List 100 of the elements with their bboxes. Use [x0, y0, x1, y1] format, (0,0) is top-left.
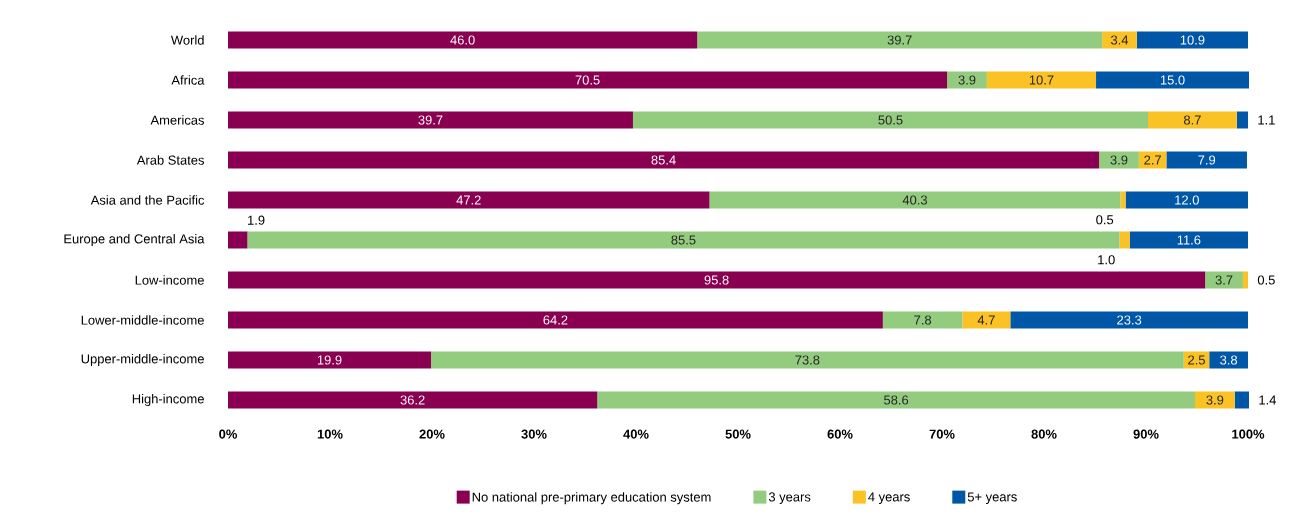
y-tick-label: Europe and Central Asia: [64, 233, 205, 247]
y-tick-label: Low-income: [135, 275, 204, 285]
data-label: 7.8: [914, 315, 932, 325]
x-tick-label: 20%: [419, 429, 445, 439]
bar: [1148, 111, 1237, 129]
bar: [1166, 151, 1247, 169]
x-tick-label: 10%: [317, 429, 343, 439]
bar: [882, 311, 963, 329]
bar: [986, 71, 1097, 89]
y-tick-label: Lower-middle-income: [81, 315, 204, 325]
data-label: 1.0: [1098, 255, 1115, 265]
data-label: 23.3: [1117, 315, 1142, 325]
data-label: 50.5: [878, 115, 903, 125]
bar: [228, 311, 883, 329]
bar: [228, 31, 698, 49]
data-label: 10.7: [1029, 75, 1054, 85]
x-tick-label: 90%: [1133, 429, 1159, 439]
data-label: 64.2: [543, 315, 568, 325]
bar: [228, 271, 1206, 289]
bar: [1234, 391, 1250, 409]
bar: [962, 311, 1011, 329]
bar: [1205, 271, 1243, 289]
legend-label: No national pre-primary education system: [472, 492, 711, 505]
y-tick-label: Asia and the Pacific: [90, 195, 205, 205]
bar: [228, 191, 710, 209]
bar: [1099, 151, 1139, 169]
data-label: 95.8: [704, 275, 729, 285]
bar: [1010, 311, 1249, 329]
y-tick-label: Americas: [150, 115, 205, 125]
legend-label: 3 years: [768, 492, 811, 505]
data-label: 1.4: [1259, 395, 1277, 405]
bar: [1102, 31, 1137, 49]
bar: [947, 71, 987, 89]
data-label: 40.3: [902, 195, 928, 205]
y-tick-label: Africa: [171, 75, 205, 85]
bar: [1242, 271, 1249, 289]
y-tick-label: Upper-middle-income: [81, 353, 204, 367]
bar: [228, 351, 431, 369]
data-label: 8.7: [1183, 115, 1201, 125]
legend-label: 4 years: [868, 492, 910, 505]
x-tick-label: 80%: [1031, 429, 1057, 439]
data-label: 0.5: [1096, 215, 1114, 225]
x-tick-label: 70%: [929, 429, 955, 439]
data-label: 2.5: [1188, 355, 1205, 365]
bar: [1236, 111, 1249, 129]
data-label: 58.6: [884, 395, 909, 405]
data-label: 3.4: [1110, 35, 1129, 45]
data-label: 3.8: [1220, 355, 1238, 365]
data-label: 3.7: [1215, 275, 1233, 285]
bar: [1209, 351, 1249, 369]
data-label: 3.9: [958, 75, 976, 85]
data-label: 3.9: [1110, 155, 1128, 165]
bar: [597, 391, 1195, 409]
bar: [430, 351, 1184, 369]
bar: [1129, 231, 1249, 249]
data-label: 4.7: [977, 315, 995, 325]
bar: [228, 71, 948, 89]
bar: [1125, 191, 1249, 209]
data-label: 73.8: [795, 355, 820, 365]
data-label: 39.7: [887, 35, 912, 45]
bar: [632, 111, 1149, 129]
bar: [1194, 391, 1235, 409]
data-label: 70.5: [575, 75, 600, 85]
bar: [228, 231, 248, 249]
data-label: 10.9: [1180, 35, 1205, 45]
data-label: 47.2: [456, 195, 481, 205]
bar: [247, 231, 1120, 249]
data-label: 11.6: [1177, 235, 1201, 245]
data-label: 46.0: [450, 35, 475, 45]
x-tick-label: 0%: [219, 429, 238, 439]
y-tick-label: High-income: [132, 393, 204, 407]
x-tick-label: 40%: [623, 429, 649, 439]
bar: [1096, 71, 1250, 89]
data-label: 1.9: [248, 215, 265, 225]
bar: [228, 391, 598, 409]
data-label: 19.9: [317, 355, 342, 365]
data-label: 15.0: [1160, 75, 1185, 85]
x-tick-label: 50%: [725, 429, 751, 439]
x-tick-label: 30%: [521, 429, 547, 439]
data-label: 85.4: [651, 155, 676, 165]
data-label: 39.7: [418, 115, 443, 125]
bar: [1136, 31, 1249, 49]
data-label: 2.7: [1144, 155, 1161, 165]
y-tick-label: World: [170, 35, 204, 45]
data-label: 3.9: [1206, 395, 1224, 405]
bar: [1119, 231, 1130, 249]
x-tick-label: 100%: [1232, 429, 1265, 439]
bar: [228, 111, 633, 129]
y-tick-label: Arab States: [136, 155, 205, 165]
legend-label: 5+ years: [967, 492, 1017, 505]
data-label: 36.2: [400, 395, 425, 405]
data-label: 85.5: [671, 235, 696, 245]
x-tick-label: 60%: [827, 429, 853, 439]
data-label: 0.5: [1257, 275, 1275, 285]
bar: [709, 191, 1121, 209]
bar: [697, 31, 1103, 49]
bar: [228, 151, 1100, 169]
bar: [1120, 191, 1126, 209]
bar: [1138, 151, 1167, 169]
data-label: 7.9: [1198, 155, 1216, 165]
